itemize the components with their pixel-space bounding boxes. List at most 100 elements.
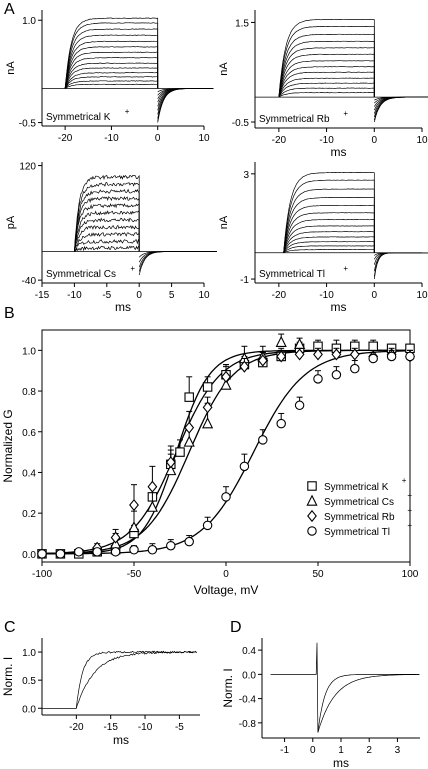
annotation-superscript: + (130, 264, 135, 273)
current-trace (283, 249, 375, 254)
data-point-circle (74, 547, 84, 557)
data-point-circle (294, 400, 305, 411)
tail-trace (157, 88, 214, 123)
chart-a1-symmetrical-k: -20 -10 0 10 1.0 -0.5 nA Symmetrical K + (5, 10, 214, 144)
current-trace (283, 212, 375, 253)
chart-a3-symmetrical-cs: -15 -10 -5 0 5 10 120 -40 pA ms Symmetrical Cs + (5, 162, 217, 314)
data-point-triangle (183, 435, 195, 447)
current-trace (283, 241, 375, 253)
current-trace (64, 67, 159, 89)
current-trace (74, 203, 140, 252)
y-axis-label: Norm. I (221, 668, 235, 707)
x-tick-label: -10 (104, 133, 119, 144)
x-tick-label: -20 (272, 135, 287, 146)
x-tick-label: 10 (198, 290, 210, 301)
data-point-diamond (239, 360, 250, 373)
data-point-diamond (221, 370, 231, 383)
chart-b-conductance-voltage: -100 -50 0 50 100 0.0 0.2 0.4 0.6 0.8 1.0 Voltage, … (1, 329, 419, 597)
x-tick-label: 10 (198, 133, 210, 144)
current-trace (283, 225, 375, 253)
x-axis-label: Voltage, mV (194, 583, 259, 597)
y-tick-label: 3 (243, 170, 249, 181)
current-trace (283, 188, 375, 253)
current-trace (283, 179, 375, 253)
chart-d-tail: -1 0 1 2 3 0.4 0.0 -0.4 -0.8 ms Norm. I (221, 638, 420, 769)
current-trace (278, 82, 375, 98)
legend-marker-square (307, 481, 317, 491)
current-trace (64, 72, 159, 89)
current-trace (278, 25, 375, 98)
y-tick-label: -40 (22, 276, 37, 287)
current-trace (278, 18, 375, 98)
data-point-diamond (331, 348, 342, 361)
current-trace (278, 66, 375, 98)
x-tick-label: 0 (372, 290, 378, 301)
y-axis-label: Norm. I (1, 657, 15, 696)
current-trace (278, 92, 375, 98)
x-axis-label: ms (331, 300, 347, 314)
y-tick-label: -0.5 (232, 118, 250, 129)
data-point-diamond (313, 348, 323, 361)
panel-label-a: A (4, 1, 15, 18)
data-point-circle (350, 363, 360, 374)
current-trace (283, 236, 375, 253)
data-point-circle (313, 374, 323, 384)
trace-annotation: Symmetrical Cs (46, 269, 116, 280)
data-point-triangle (202, 417, 214, 429)
current-trace (74, 188, 140, 252)
y-tick-label: 1.0 (22, 346, 36, 357)
y-axis-label: nA (5, 61, 17, 75)
tail-trace (373, 252, 428, 280)
data-point-square (202, 382, 213, 392)
current-trace (283, 245, 375, 254)
data-point-diamond (257, 354, 268, 367)
y-tick-label: 0.0 (22, 550, 36, 561)
data-point-diamond (147, 480, 158, 493)
current-trace (64, 40, 159, 89)
data-point-triangle (128, 520, 140, 533)
x-tick-label: -100 (32, 569, 52, 580)
data-point-circle (92, 547, 102, 557)
boltzmann-fit-line (42, 350, 411, 555)
current-trace (283, 231, 375, 253)
y-axis-label: Normalized G (1, 409, 15, 482)
data-point-circle (368, 353, 378, 364)
x-tick-label: 3 (395, 745, 401, 756)
data-point-circle (202, 520, 213, 531)
panel-d: D -1 0 1 2 3 0.4 0.0 -0.4 -0.8 ms Norm. I (221, 619, 420, 769)
current-trace (64, 51, 159, 89)
x-tick-label: -20 (69, 722, 84, 733)
data-point-circle (147, 545, 158, 555)
current-trace (283, 172, 375, 253)
current-trace (74, 196, 140, 252)
data-point-diamond (349, 348, 360, 361)
x-tick-label: 0 (223, 569, 229, 580)
current-trace (74, 224, 140, 252)
data-point-triangle (220, 378, 232, 390)
normalized-tail-trace (317, 674, 420, 733)
x-axis-label: ms (333, 756, 349, 769)
current-trace (74, 182, 140, 252)
y-tick-label: 0.0 (22, 704, 36, 715)
x-tick-label: -20 (58, 133, 73, 144)
capacitive-spike-trace (270, 642, 319, 733)
tail-trace (373, 252, 428, 277)
tail-trace (138, 251, 217, 276)
data-point-diamond (184, 421, 195, 434)
panel-label-b: B (4, 305, 15, 322)
x-tick-label: -50 (127, 569, 142, 580)
data-point-diamond (110, 531, 121, 544)
current-trace (74, 232, 140, 252)
legend-marker-diamond (307, 509, 317, 523)
current-trace (74, 217, 140, 252)
data-point-diamond (202, 401, 213, 414)
x-tick-label: 1 (338, 745, 344, 756)
data-point-square (184, 392, 194, 402)
annotation-superscript: + (125, 107, 130, 116)
data-point-circle (166, 540, 176, 551)
y-tick-label: -0.4 (239, 695, 257, 706)
tail-trace (373, 96, 428, 123)
legend-label: Symmetrical K (324, 482, 389, 493)
data-point-circle (405, 351, 415, 362)
